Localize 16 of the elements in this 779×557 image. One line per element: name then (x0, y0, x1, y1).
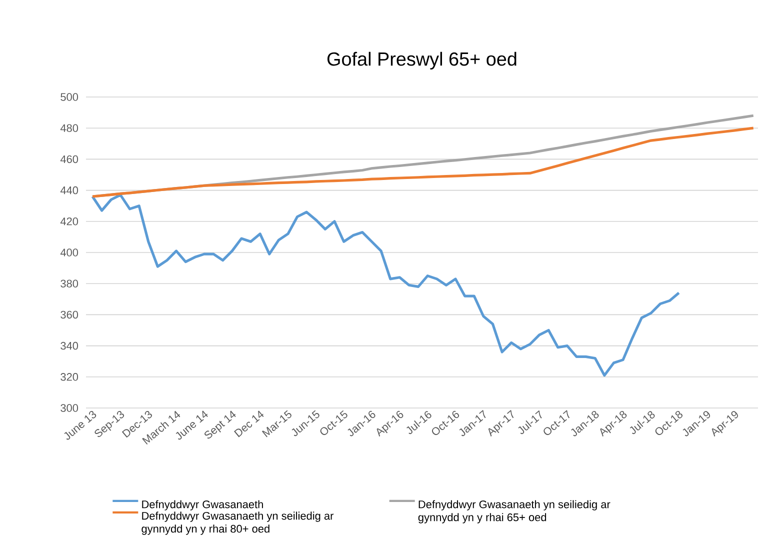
legend-label: Defnyddwyr Gwasanaeth yn seiliedig ar gynnydd yn y rhai 80+ oed (142, 512, 334, 535)
y-tick-label: 300 (60, 404, 78, 412)
y-tick-label: 460 (60, 155, 78, 164)
y-tick-label: 440 (60, 186, 78, 194)
y-tick-label: 480 (60, 124, 78, 132)
line-series (91, 194, 680, 377)
y-tick-label: 360 (60, 310, 78, 319)
y-tick-label: 500 (60, 93, 78, 101)
y-tick-label: 320 (60, 373, 78, 381)
y-tick-label: 380 (60, 280, 78, 288)
chart-title: Gofal Preswyl 65+ oed (327, 52, 516, 70)
legend-label: Defnyddwyr Gwasanaeth (142, 500, 263, 510)
y-tick-label: 340 (60, 342, 78, 350)
legend-label: Defnyddwyr Gwasanaeth yn seiliedig ar gynnydd yn y rhai 65+ oed (418, 500, 610, 524)
y-tick-label: 420 (60, 218, 78, 226)
y-tick-label: 400 (60, 248, 78, 256)
